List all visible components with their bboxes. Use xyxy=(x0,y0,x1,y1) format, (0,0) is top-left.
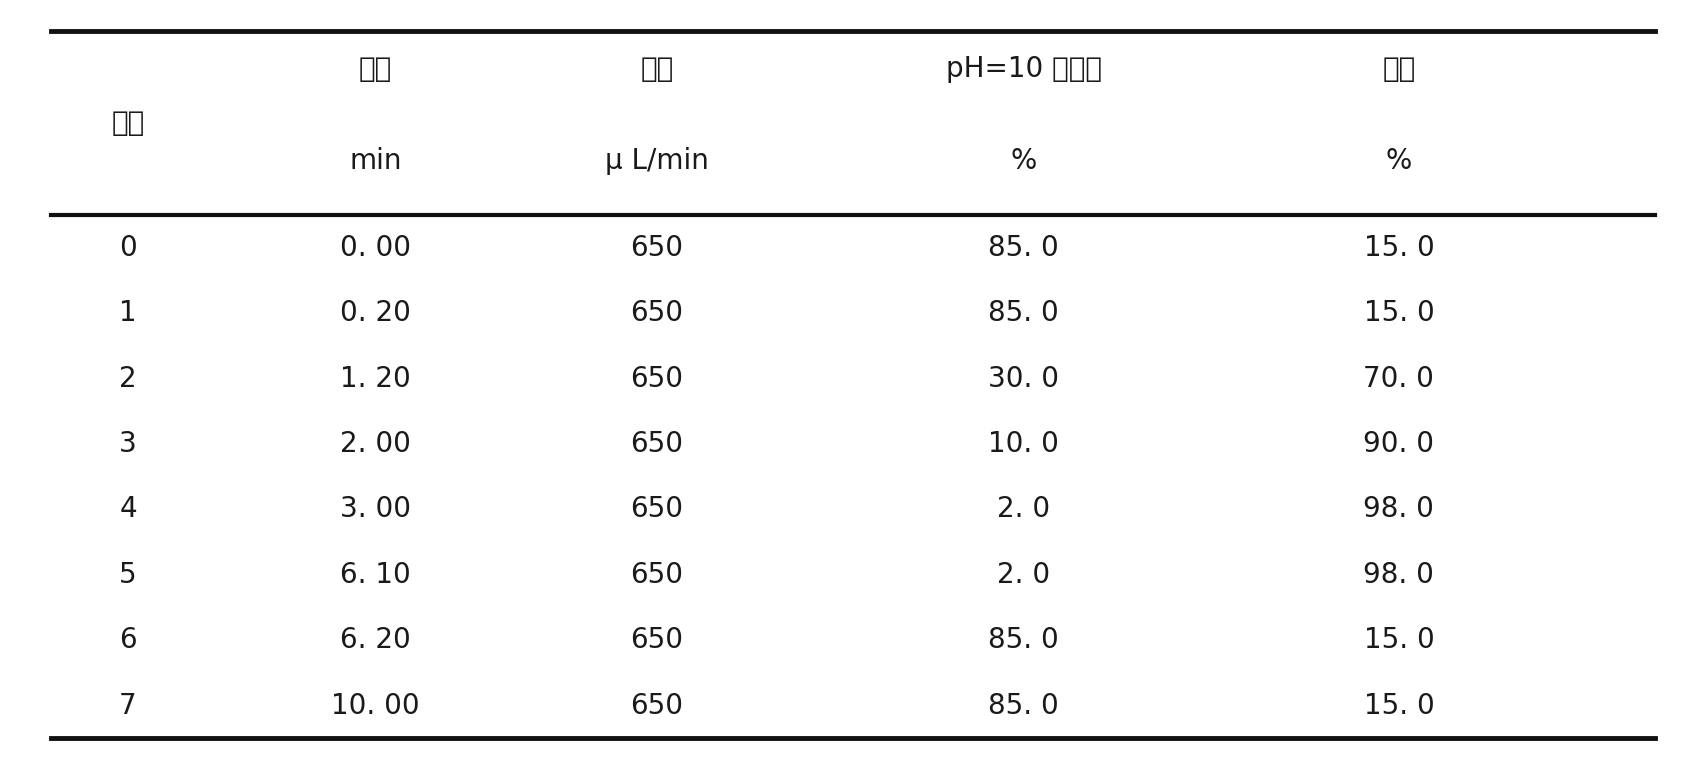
Text: 流速: 流速 xyxy=(639,55,673,83)
Text: 85. 0: 85. 0 xyxy=(987,299,1059,328)
Text: 4: 4 xyxy=(119,495,136,524)
Text: 6. 10: 6. 10 xyxy=(339,561,411,589)
Text: 2: 2 xyxy=(119,365,136,393)
Text: 0: 0 xyxy=(119,234,136,262)
Text: 30. 0: 30. 0 xyxy=(987,365,1059,393)
Text: 650: 650 xyxy=(629,626,684,654)
Text: 650: 650 xyxy=(629,365,684,393)
Text: 98. 0: 98. 0 xyxy=(1362,495,1434,524)
Text: 1: 1 xyxy=(119,299,136,328)
Text: 时间: 时间 xyxy=(358,55,392,83)
Text: 6: 6 xyxy=(119,626,136,654)
Text: 650: 650 xyxy=(629,299,684,328)
Text: 序号: 序号 xyxy=(111,109,145,137)
Text: 15. 0: 15. 0 xyxy=(1362,626,1434,654)
Text: 85. 0: 85. 0 xyxy=(987,234,1059,262)
Text: μ L/min: μ L/min xyxy=(605,148,708,175)
Text: 650: 650 xyxy=(629,430,684,458)
Text: 10. 00: 10. 00 xyxy=(331,691,419,720)
Text: 2. 00: 2. 00 xyxy=(339,430,411,458)
Text: %: % xyxy=(1009,148,1037,175)
Text: 15. 0: 15. 0 xyxy=(1362,299,1434,328)
Text: 15. 0: 15. 0 xyxy=(1362,691,1434,720)
Text: 650: 650 xyxy=(629,561,684,589)
Text: 85. 0: 85. 0 xyxy=(987,626,1059,654)
Text: 3: 3 xyxy=(119,430,136,458)
Text: 2. 0: 2. 0 xyxy=(996,495,1050,524)
Text: pH=10 的氨水: pH=10 的氨水 xyxy=(945,55,1101,83)
Text: 98. 0: 98. 0 xyxy=(1362,561,1434,589)
Text: 0. 00: 0. 00 xyxy=(339,234,411,262)
Text: 6. 20: 6. 20 xyxy=(339,626,411,654)
Text: 7: 7 xyxy=(119,691,136,720)
Text: 90. 0: 90. 0 xyxy=(1362,430,1434,458)
Text: 0. 20: 0. 20 xyxy=(339,299,411,328)
Text: %: % xyxy=(1384,148,1412,175)
Text: 10. 0: 10. 0 xyxy=(987,430,1059,458)
Text: min: min xyxy=(350,148,401,175)
Text: 650: 650 xyxy=(629,691,684,720)
Text: 85. 0: 85. 0 xyxy=(987,691,1059,720)
Text: 2. 0: 2. 0 xyxy=(996,561,1050,589)
Text: 650: 650 xyxy=(629,495,684,524)
Text: 甲醇: 甲醇 xyxy=(1381,55,1415,83)
Text: 5: 5 xyxy=(119,561,136,589)
Text: 15. 0: 15. 0 xyxy=(1362,234,1434,262)
Text: 650: 650 xyxy=(629,234,684,262)
Text: 1. 20: 1. 20 xyxy=(339,365,411,393)
Text: 70. 0: 70. 0 xyxy=(1362,365,1434,393)
Text: 3. 00: 3. 00 xyxy=(339,495,411,524)
